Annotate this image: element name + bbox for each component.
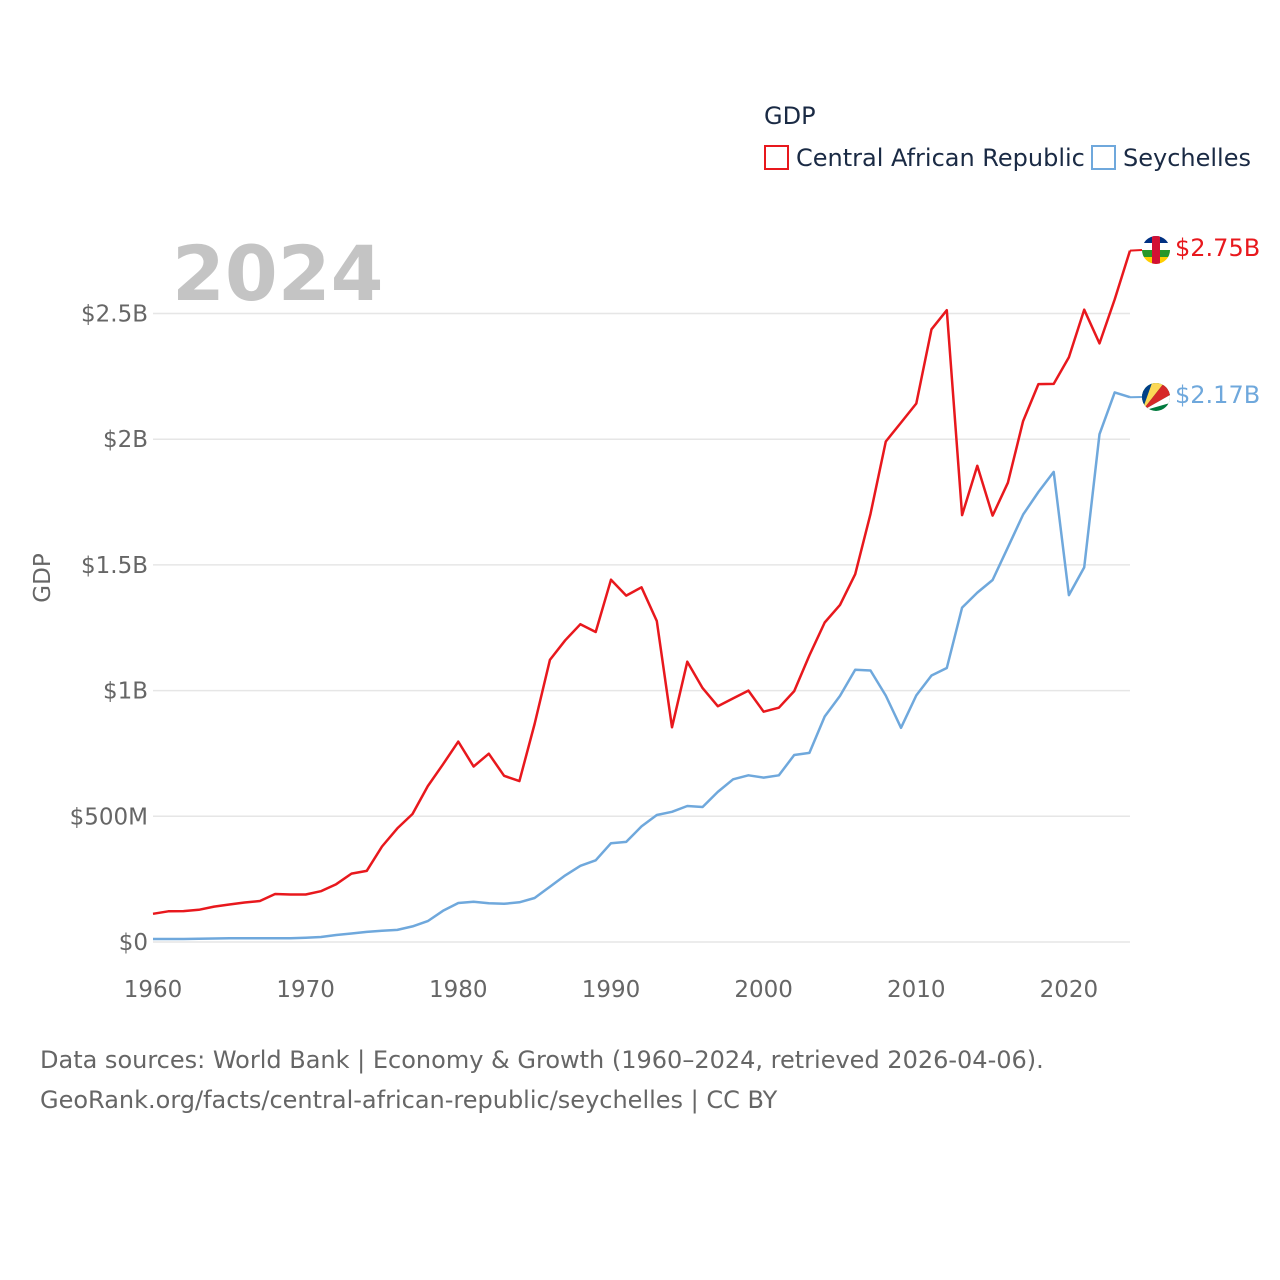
- footer-sources: Data sources: World Bank | Economy & Gro…: [40, 1046, 1044, 1074]
- legend-title: GDP: [764, 102, 816, 130]
- series-connector: [1129, 249, 1143, 252]
- y-axis-ticks: $0 $500M $1B $1.5B $2B $2.5B: [70, 302, 148, 957]
- y-tick-label: $2B: [103, 427, 148, 453]
- end-label-central-african-republic: $2.75B: [1175, 234, 1260, 262]
- end-label-seychelles: $2.17B: [1175, 381, 1260, 409]
- series-line-seychelles[interactable]: [153, 391, 1131, 941]
- legend-swatch-seychelles[interactable]: [1091, 145, 1116, 170]
- central-african-republic-flag-icon: [1142, 236, 1170, 264]
- y-tick-label: $500M: [70, 804, 148, 830]
- series-line-central-african-republic[interactable]: [152, 250, 1132, 916]
- footer-attribution-link[interactable]: GeoRank.org/facts/central-african-republ…: [40, 1086, 778, 1114]
- year-watermark: 2024: [172, 229, 384, 318]
- y-tick-label: $1.5B: [81, 553, 148, 579]
- series-lines: [152, 249, 1143, 941]
- legend-label-central-african-republic[interactable]: Central African Republic: [796, 144, 1085, 172]
- seychelles-flag-icon: [1142, 383, 1170, 411]
- x-tick-label: 1970: [276, 977, 335, 1003]
- y-tick-label: $1B: [103, 679, 148, 705]
- x-tick-label: 2020: [1040, 977, 1099, 1003]
- x-tick-label: 2000: [734, 977, 793, 1003]
- legend-swatch-central-african-republic[interactable]: [764, 145, 789, 170]
- x-axis-ticks: 1960 1970 1980 1990 2000 2010 2020: [124, 977, 1098, 1003]
- y-tick-label: $0: [119, 930, 148, 956]
- x-tick-label: 1980: [429, 977, 488, 1003]
- legend-label-seychelles[interactable]: Seychelles: [1123, 144, 1251, 172]
- x-tick-label: 1990: [582, 977, 641, 1003]
- y-tick-label: $2.5B: [81, 302, 148, 328]
- y-axis-title: GDP: [30, 553, 56, 603]
- grid-lines: [153, 312, 1130, 943]
- x-tick-label: 1960: [124, 977, 183, 1003]
- x-tick-label: 2010: [887, 977, 946, 1003]
